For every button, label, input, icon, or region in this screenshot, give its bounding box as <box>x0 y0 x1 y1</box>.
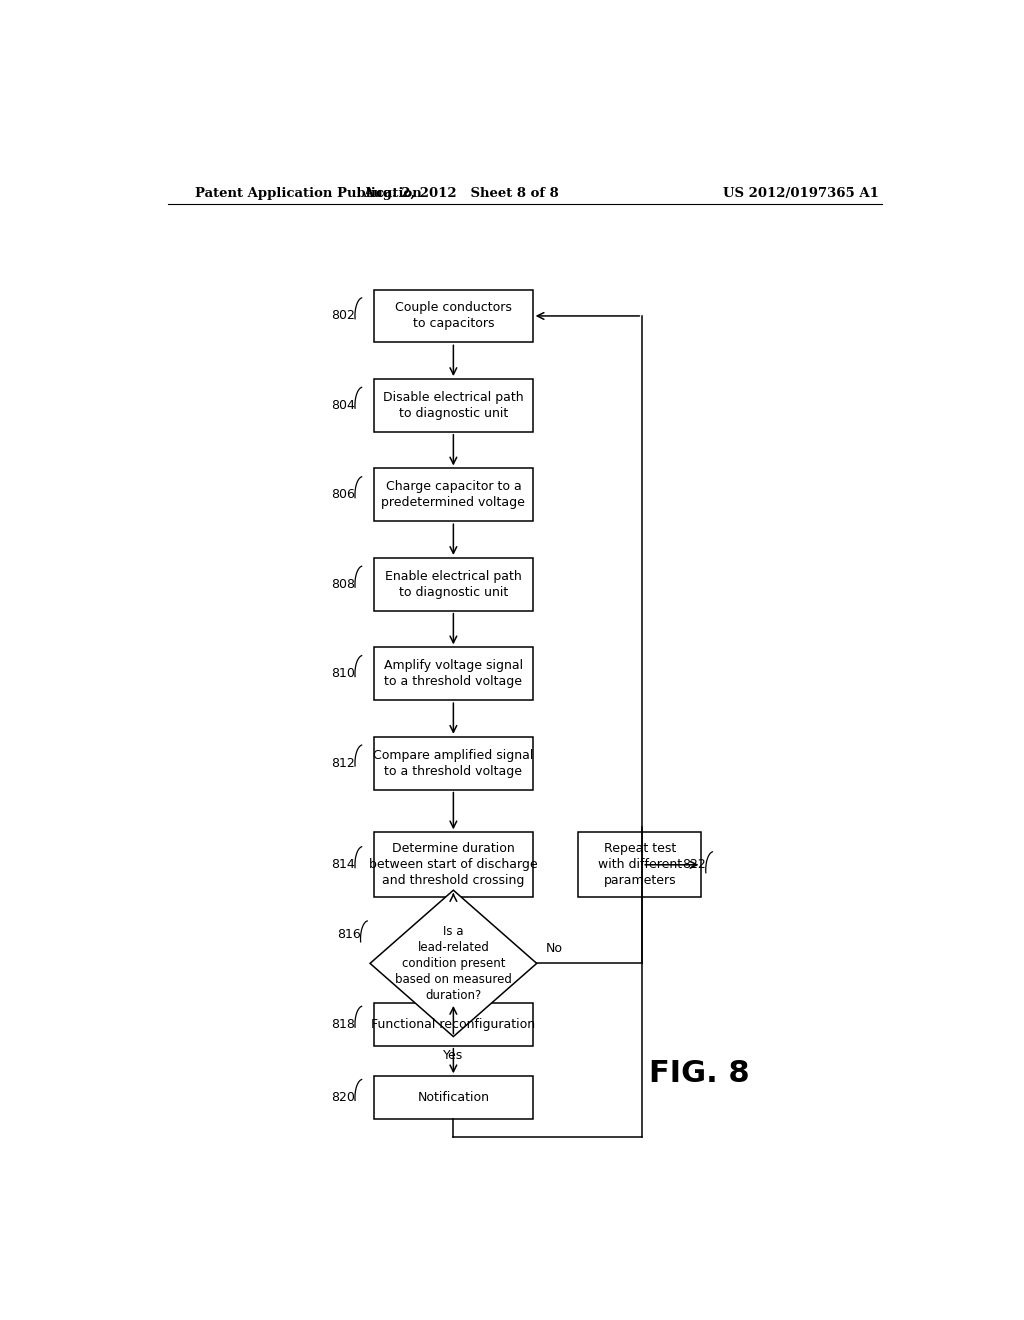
FancyBboxPatch shape <box>579 833 701 898</box>
Text: No: No <box>546 942 563 956</box>
Text: 818: 818 <box>331 1018 355 1031</box>
Text: Patent Application Publication: Patent Application Publication <box>196 187 422 201</box>
Text: 802: 802 <box>331 309 355 322</box>
Text: Amplify voltage signal
to a threshold voltage: Amplify voltage signal to a threshold vo… <box>384 659 523 688</box>
FancyBboxPatch shape <box>374 289 532 342</box>
FancyBboxPatch shape <box>374 833 532 898</box>
Text: US 2012/0197365 A1: US 2012/0197365 A1 <box>723 187 879 201</box>
Text: Yes: Yes <box>443 1049 464 1061</box>
FancyBboxPatch shape <box>374 469 532 521</box>
FancyBboxPatch shape <box>374 1003 532 1045</box>
Text: Aug. 2, 2012   Sheet 8 of 8: Aug. 2, 2012 Sheet 8 of 8 <box>364 187 559 201</box>
Text: Couple conductors
to capacitors: Couple conductors to capacitors <box>395 301 512 330</box>
Text: 814: 814 <box>331 858 355 871</box>
Text: Compare amplified signal
to a threshold voltage: Compare amplified signal to a threshold … <box>373 748 534 777</box>
FancyBboxPatch shape <box>374 647 532 700</box>
Text: Determine duration
between start of discharge
and threshold crossing: Determine duration between start of disc… <box>369 842 538 887</box>
Polygon shape <box>370 890 537 1036</box>
Text: 806: 806 <box>331 488 355 502</box>
Text: 820: 820 <box>331 1092 355 1104</box>
Text: Repeat test
with different
parameters: Repeat test with different parameters <box>598 842 682 887</box>
Text: Disable electrical path
to diagnostic unit: Disable electrical path to diagnostic un… <box>383 391 523 420</box>
Text: Functional reconfiguration: Functional reconfiguration <box>372 1018 536 1031</box>
Text: 810: 810 <box>331 667 355 680</box>
Text: Notification: Notification <box>418 1092 489 1104</box>
FancyBboxPatch shape <box>374 558 532 611</box>
Text: 812: 812 <box>331 756 355 770</box>
Text: 816: 816 <box>337 928 360 941</box>
Text: 822: 822 <box>682 858 706 871</box>
FancyBboxPatch shape <box>374 737 532 789</box>
FancyBboxPatch shape <box>374 1076 532 1119</box>
Text: Charge capacitor to a
predetermined voltage: Charge capacitor to a predetermined volt… <box>381 480 525 510</box>
Text: Is a
lead-related
condition present
based on measured
duration?: Is a lead-related condition present base… <box>395 925 512 1002</box>
Text: 804: 804 <box>331 399 355 412</box>
Text: 808: 808 <box>331 578 355 591</box>
Text: Enable electrical path
to diagnostic unit: Enable electrical path to diagnostic uni… <box>385 570 522 599</box>
FancyBboxPatch shape <box>374 379 532 432</box>
Text: FIG. 8: FIG. 8 <box>649 1059 750 1088</box>
